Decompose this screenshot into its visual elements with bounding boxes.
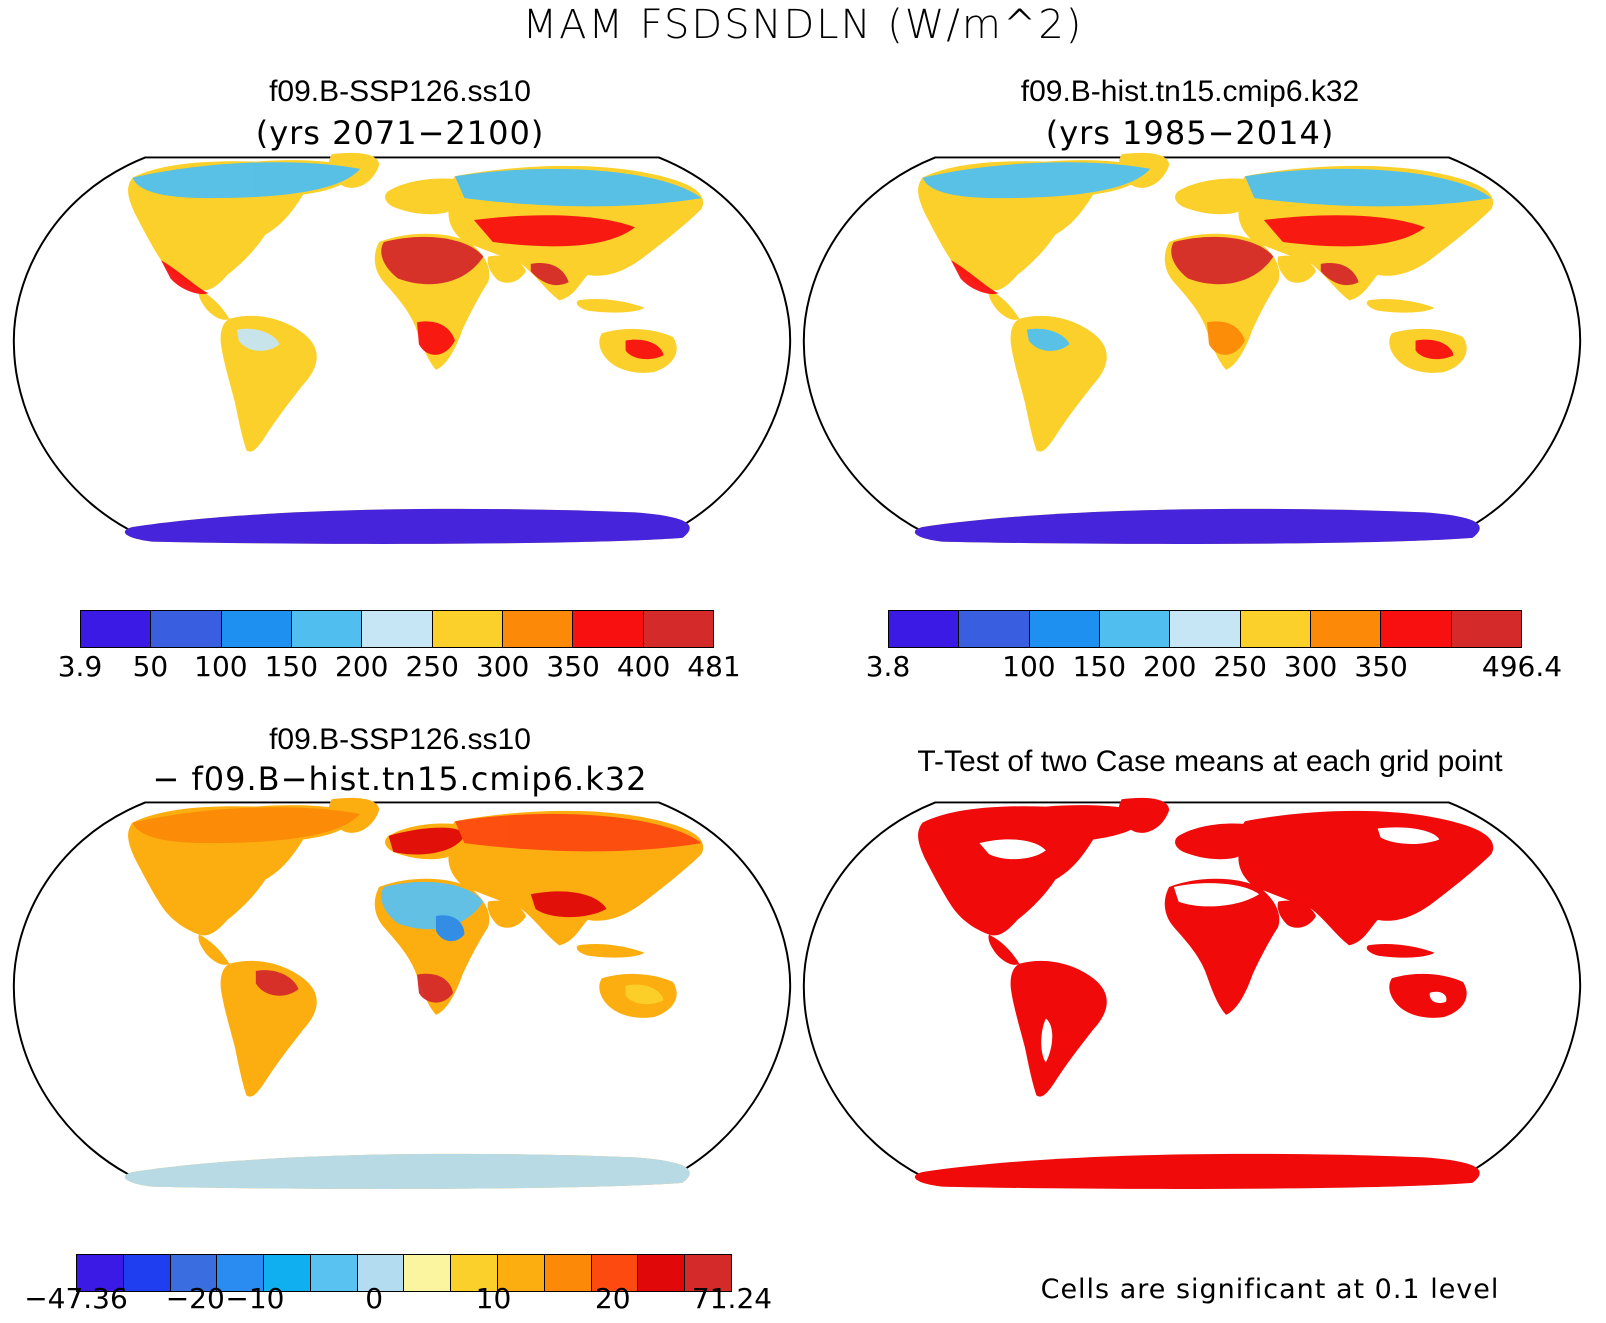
- colorbar-swatch: [291, 611, 363, 647]
- colorbar-tick-label: 3.9: [57, 650, 103, 683]
- panel-3-subtitle: − f09.B−hist.tn15.cmip6.k32: [152, 760, 648, 798]
- colorbar-tick-label: 350: [546, 650, 600, 683]
- colorbar-panel-3: [76, 1254, 732, 1292]
- colorbar-panel-1-ticks: 3.9 50 100 150 200 250 300 350 400 481: [58, 650, 741, 684]
- colorbar-swatch: [264, 1255, 311, 1291]
- colorbar-tick-label: 50: [132, 650, 169, 683]
- colorbar-tick-label: 250: [1213, 650, 1267, 683]
- colorbar-tick-label: 0: [365, 1282, 384, 1315]
- colorbar-swatch: [404, 1255, 452, 1291]
- colorbar-swatch: [170, 1255, 218, 1291]
- panel-3-title: f09.B-SSP126.ss10: [269, 723, 531, 756]
- colorbar-tick-label: 300: [475, 650, 530, 683]
- colorbar-tick-label: 3.8: [865, 650, 911, 683]
- colorbar-swatch: [573, 611, 644, 647]
- colorbar-swatch: [221, 611, 292, 647]
- colorbar-swatch: [1240, 611, 1311, 647]
- colorbar-swatch: [1170, 611, 1241, 647]
- colorbar-tick-label: 10: [475, 1282, 512, 1315]
- colorbar-tick-label: 300: [1283, 650, 1338, 683]
- colorbar-swatch: [1099, 611, 1171, 647]
- colorbar-swatch: [643, 611, 713, 647]
- colorbar-tick-label: 400: [616, 650, 671, 683]
- colorbar-swatch: [151, 611, 222, 647]
- colorbar-swatch: [432, 611, 503, 647]
- colorbar-swatch: [498, 1255, 545, 1291]
- panel-1-subtitle: (yrs 2071−2100): [255, 114, 545, 152]
- colorbar-swatch: [591, 1255, 639, 1291]
- colorbar-tick-label: 250: [405, 650, 459, 683]
- colorbar-swatch: [638, 1255, 686, 1291]
- colorbar-panel-2: [888, 610, 1522, 648]
- colorbar-swatch: [1310, 611, 1382, 647]
- colorbar-tick-label: 150: [264, 650, 319, 683]
- colorbar-tick-label: 71.24: [691, 1282, 773, 1315]
- colorbar-swatch: [362, 611, 433, 647]
- colorbar-panel-2-ticks: 3.8 100 150 200 250 300 350 496.4: [866, 650, 1562, 684]
- map-panel-2: [802, 152, 1582, 544]
- colorbar-swatch: [544, 1255, 592, 1291]
- colorbar-swatch: [1381, 611, 1452, 647]
- map-panel-1: [12, 152, 792, 544]
- colorbar-tick-label: 200: [1143, 650, 1197, 683]
- figure-title: MAM FSDSNDLN (W/m^2): [522, 2, 1084, 48]
- colorbar-tick-label: −10: [225, 1282, 285, 1315]
- colorbar-swatch: [959, 611, 1030, 647]
- colorbar-tick-label: 496.4: [1481, 650, 1563, 683]
- colorbar-tick-label: −47.36: [24, 1282, 128, 1315]
- colorbar-tick-label: −20: [165, 1282, 225, 1315]
- panel-4-title: T-Test of two Case means at each grid po…: [917, 745, 1503, 778]
- colorbar-panel-3-ticks: −47.36 −20 −10 0 10 20 71.24: [24, 1282, 772, 1316]
- panel-2-title: f09.B-hist.tn15.cmip6.k32: [1020, 75, 1360, 108]
- colorbar-swatch: [1029, 611, 1100, 647]
- colorbar-tick-label: 150: [1072, 650, 1127, 683]
- colorbar-swatch: [81, 611, 152, 647]
- colorbar-tick-label: 100: [1002, 650, 1056, 683]
- colorbar-swatch: [217, 1255, 265, 1291]
- panel-2-subtitle: (yrs 1985−2014): [1045, 114, 1335, 152]
- map-panel-3: [12, 797, 792, 1189]
- colorbar-tick-label: 20: [594, 1282, 631, 1315]
- map-panel-4: [802, 797, 1582, 1189]
- significance-note: Cells are significant at 0.1 level: [1040, 1274, 1500, 1305]
- colorbar-swatch: [310, 1255, 358, 1291]
- colorbar-tick-label: 100: [194, 650, 248, 683]
- colorbar-tick-label: 200: [335, 650, 389, 683]
- colorbar-swatch: [502, 611, 574, 647]
- colorbar-swatch: [889, 611, 960, 647]
- panel-1-title: f09.B-SSP126.ss10: [269, 75, 531, 108]
- colorbar-swatch: [685, 1255, 731, 1291]
- colorbar-swatch: [451, 1255, 499, 1291]
- colorbar-tick-label: 350: [1354, 650, 1408, 683]
- colorbar-swatch: [1451, 611, 1521, 647]
- colorbar-swatch: [77, 1255, 124, 1291]
- colorbar-tick-label: 481: [687, 650, 741, 683]
- colorbar-swatch: [357, 1255, 405, 1291]
- colorbar-swatch: [123, 1255, 171, 1291]
- colorbar-panel-1: [80, 610, 714, 648]
